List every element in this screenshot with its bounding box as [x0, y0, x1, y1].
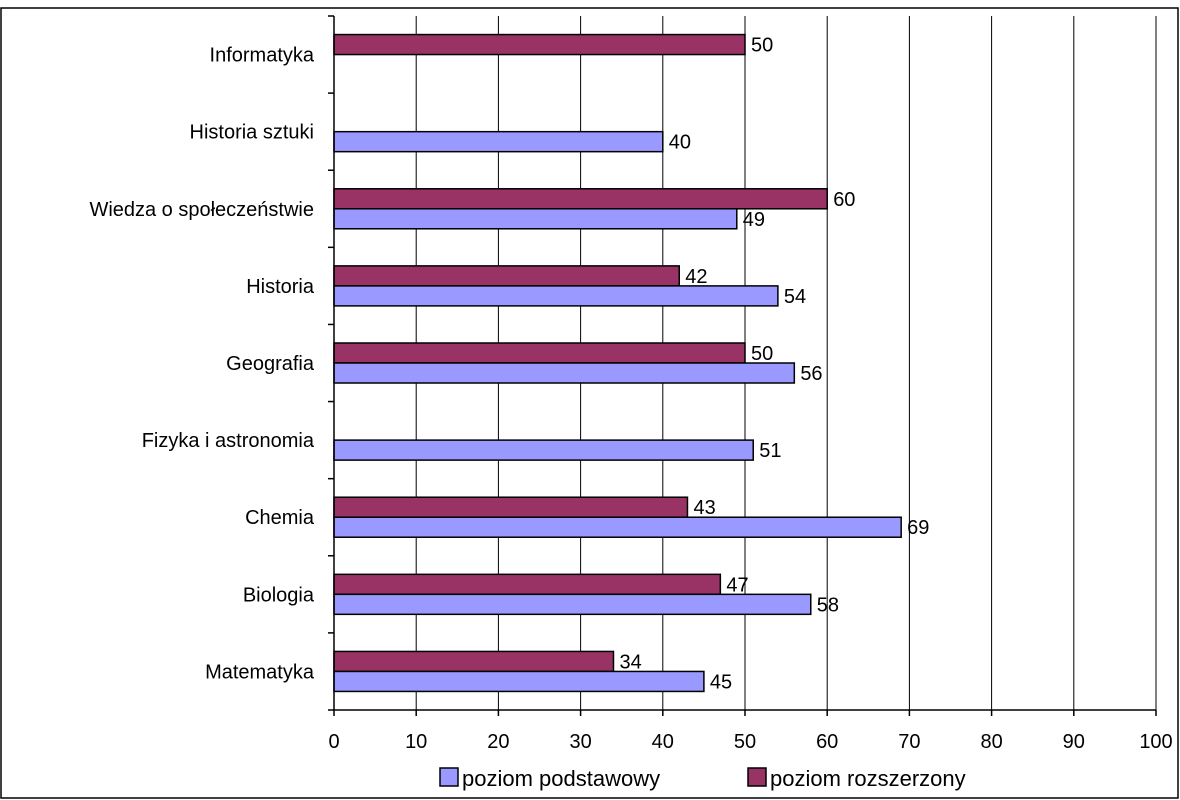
- category-label: Historia: [246, 276, 315, 298]
- bars: [333, 33, 902, 693]
- category-label: Matematyka: [205, 661, 315, 683]
- x-tick-label: 50: [734, 731, 756, 753]
- bar-poziom-rozszerzony: [333, 33, 746, 56]
- value-label-rozszerzony: 34: [619, 651, 641, 673]
- x-tick-label: 20: [487, 731, 509, 753]
- value-label-podstawowy: 40: [669, 132, 691, 154]
- category-label: Biologia: [243, 584, 315, 606]
- labels: 0 10 20 30 40 50 60 70 80 90 100 Matematyka 34 45 Biol…: [89, 35, 1172, 753]
- value-label-podstawowy: 51: [759, 440, 781, 462]
- bar-poziom-podstawowy: [333, 516, 902, 538]
- x-tick-label: 70: [898, 731, 920, 753]
- legend: poziom podstawowy poziom rozszerzony: [439, 766, 966, 791]
- value-label-rozszerzony: 42: [685, 266, 707, 288]
- bar-poziom-rozszerzony: [333, 265, 680, 287]
- bar-poziom-podstawowy: [333, 208, 738, 230]
- x-tick-label: 10: [405, 731, 427, 753]
- x-tick-label: 30: [569, 731, 591, 753]
- legend-label-rozszerzony: poziom rozszerzony: [770, 766, 966, 791]
- bar-poziom-podstawowy: [333, 285, 779, 307]
- bar-poziom-podstawowy: [333, 593, 812, 616]
- bar-poziom-rozszerzony: [333, 573, 722, 596]
- value-label-podstawowy: 69: [907, 517, 929, 539]
- bar-poziom-rozszerzony: [333, 188, 828, 210]
- axes: [328, 15, 1157, 716]
- value-label-podstawowy: 45: [710, 671, 732, 693]
- category-label: Fizyka i astronomia: [142, 430, 315, 452]
- x-tick-label: 80: [980, 731, 1002, 753]
- value-label-rozszerzony: 47: [726, 574, 748, 596]
- bar-poziom-rozszerzony: [333, 496, 689, 518]
- bar-poziom-podstawowy: [333, 130, 664, 153]
- value-label-podstawowy: 58: [817, 594, 839, 616]
- bar-poziom-podstawowy: [333, 439, 754, 461]
- x-tick-label: 100: [1139, 731, 1172, 753]
- legend-swatch-rozszerzony: [747, 767, 767, 787]
- value-label-podstawowy: 49: [743, 209, 765, 231]
- category-label: Geografia: [226, 353, 315, 375]
- x-tick-label: 90: [1063, 731, 1085, 753]
- bar-poziom-rozszerzony: [333, 342, 746, 364]
- x-tick-label: 0: [328, 731, 339, 753]
- bar-poziom-podstawowy: [333, 362, 796, 384]
- value-label-podstawowy: 56: [800, 363, 822, 385]
- x-tick-label: 40: [652, 731, 674, 753]
- value-label-podstawowy: 54: [784, 286, 806, 308]
- x-tick-label: 60: [816, 731, 838, 753]
- value-label-rozszerzony: 43: [693, 497, 715, 519]
- category-label: Chemia: [245, 507, 315, 529]
- legend-swatch-podstawowy: [439, 767, 459, 787]
- category-label: Historia sztuki: [190, 122, 314, 144]
- category-label: Wiedza o społeczeństwie: [89, 199, 314, 221]
- bar-poziom-rozszerzony: [333, 650, 615, 673]
- value-label-rozszerzony: 50: [751, 35, 773, 57]
- value-label-rozszerzony: 60: [833, 189, 855, 211]
- value-label-rozszerzony: 50: [751, 343, 773, 365]
- bar-poziom-podstawowy: [333, 670, 705, 693]
- category-label: Informatyka: [210, 45, 315, 67]
- legend-label-podstawowy: poziom podstawowy: [462, 766, 660, 791]
